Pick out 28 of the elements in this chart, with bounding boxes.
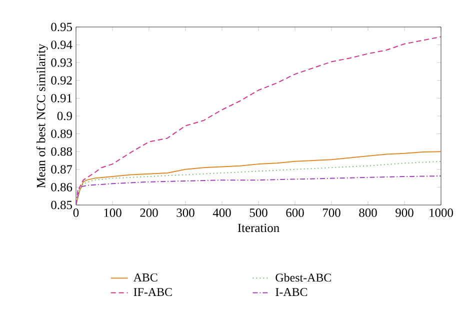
x-tick-label: 100 — [104, 208, 122, 217]
y-tick-label: 0.91 — [51, 94, 72, 102]
y-tick-label: 0.89 — [51, 130, 72, 138]
x-tick-label: 800 — [359, 208, 377, 217]
legend-label: I-ABC — [276, 288, 308, 296]
x-tick-label: 400 — [212, 208, 231, 217]
y-axis-title: Mean of best NCC similarity — [36, 44, 48, 188]
legend-label: ABC — [133, 273, 158, 282]
y-tick-label: 0.92 — [51, 76, 72, 85]
y-tick-label: 0.88 — [51, 147, 72, 156]
x-tick-label: 300 — [176, 208, 194, 217]
y-tick-label: 0.86 — [51, 182, 72, 192]
legend-label: IF-ABC — [134, 288, 172, 296]
x-tick-label: 900 — [396, 208, 414, 217]
y-tick-label: 0.94 — [51, 40, 72, 50]
y-tick-label: 0.85 — [51, 200, 72, 210]
y-tick-label: 0.95 — [51, 22, 72, 32]
legend-label: Gbest-ABC — [276, 273, 331, 282]
x-tick-label: 0 — [73, 208, 79, 217]
x-tick-label: 700 — [322, 208, 340, 217]
x-tick-label: 200 — [140, 208, 158, 217]
y-tick-label: 0.87 — [51, 165, 72, 174]
x-axis-title: Iteration — [238, 224, 280, 232]
y-tick-label: 0.9 — [57, 112, 72, 120]
x-tick-label: 1000 — [430, 208, 453, 217]
x-tick-label: 600 — [286, 208, 304, 217]
y-tick-label: 0.93 — [51, 58, 72, 67]
x-tick-label: 500 — [250, 208, 268, 217]
